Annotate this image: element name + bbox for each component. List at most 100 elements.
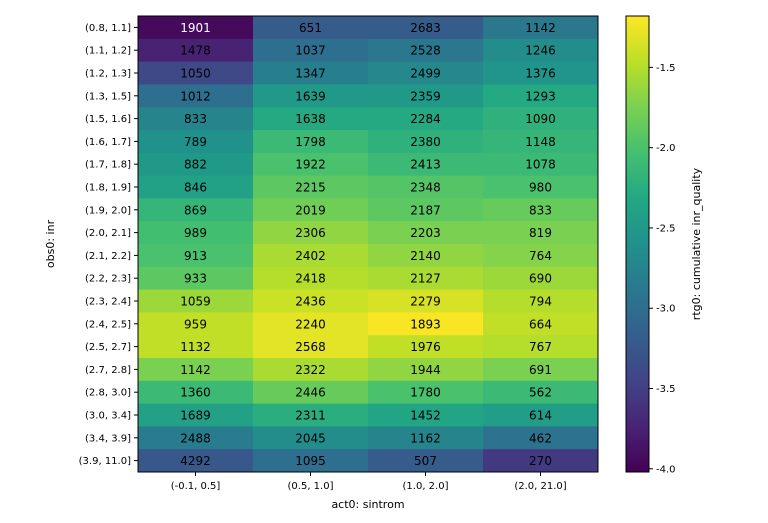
cell-count-label: 2488 bbox=[180, 431, 211, 445]
plot-frame bbox=[137, 15, 599, 473]
cell-count-label: 1798 bbox=[295, 135, 326, 149]
cell-count-label: 2279 bbox=[410, 295, 441, 309]
cell-count-label: 933 bbox=[184, 272, 207, 286]
y-tick-label: (1.3, 1.5] bbox=[85, 91, 131, 102]
cell-count-label: 2446 bbox=[295, 386, 326, 400]
heatmap-cell bbox=[138, 152, 254, 177]
colorbar-ticks: -4.0 -3.5 -3.0 -2.5 -2.0 -1.5 bbox=[649, 63, 676, 475]
cell-count-label: 2436 bbox=[295, 295, 326, 309]
heatmap-cell bbox=[483, 130, 599, 154]
x-tick-label: (1.0, 2.0] bbox=[403, 481, 449, 492]
heatmap-cell bbox=[368, 266, 484, 291]
cell-count-label: 2127 bbox=[410, 272, 441, 286]
y-tick-label: (1.7, 1.8] bbox=[85, 160, 131, 171]
cell-count-label: 1078 bbox=[525, 158, 556, 172]
y-tick-label: (1.6, 1.7] bbox=[85, 137, 131, 148]
heatmap-cell bbox=[368, 38, 484, 63]
x-tick-label: (-0.1, 0.5] bbox=[171, 481, 221, 492]
cell-count-label: 1976 bbox=[410, 340, 441, 354]
cell-count-label: 1944 bbox=[410, 363, 441, 377]
heatmap-cell bbox=[138, 107, 254, 131]
heatmap-cell bbox=[253, 244, 369, 268]
heatmap-cell bbox=[368, 312, 484, 336]
cell-count-label: 1059 bbox=[180, 295, 211, 309]
cell-count-label: 2499 bbox=[410, 67, 441, 81]
cell-count-label: 2240 bbox=[295, 317, 326, 331]
colorbar-tick-label: -3.5 bbox=[656, 384, 676, 395]
x-axis-label: act0: sintrom bbox=[331, 498, 404, 511]
heatmap-cell bbox=[253, 266, 369, 291]
cell-count-label: 1142 bbox=[180, 363, 211, 377]
y-tick-label: (2.7, 2.8] bbox=[85, 365, 131, 376]
colorbar-tick-label: -2.0 bbox=[656, 143, 676, 154]
cell-count-label: 1050 bbox=[180, 67, 211, 81]
cell-count-label: 1012 bbox=[180, 89, 211, 103]
heatmap-cell bbox=[483, 61, 599, 85]
heatmap-cell bbox=[483, 312, 599, 336]
cell-count-label: 1780 bbox=[410, 386, 441, 400]
heatmap-cell bbox=[483, 335, 599, 359]
cell-count-label: 462 bbox=[529, 431, 552, 445]
cell-count-label: 1376 bbox=[525, 67, 556, 81]
cell-count-label: 1037 bbox=[295, 44, 326, 58]
cell-count-label: 764 bbox=[529, 249, 552, 263]
heatmap-cell bbox=[368, 107, 484, 131]
heatmap-cell bbox=[483, 221, 599, 245]
cell-count-label: 1893 bbox=[410, 317, 441, 331]
cell-count-label: 980 bbox=[529, 181, 552, 195]
cell-count-label: 2418 bbox=[295, 272, 326, 286]
cell-count-label: 1246 bbox=[525, 44, 556, 58]
cell-count-label: 2306 bbox=[295, 226, 326, 240]
cell-count-label: 1142 bbox=[525, 21, 556, 35]
cell-count-label: 614 bbox=[529, 409, 552, 423]
colorbar-tick-label: -2.5 bbox=[656, 223, 676, 234]
cell-count-label: 913 bbox=[184, 249, 207, 263]
heatmap-cell bbox=[368, 221, 484, 245]
heatmap-cell bbox=[368, 175, 484, 199]
heatmap-cell bbox=[368, 380, 484, 405]
cell-count-label: 507 bbox=[414, 454, 437, 468]
heatmap-cell bbox=[138, 426, 254, 450]
heatmap-cell bbox=[253, 38, 369, 63]
x-tick-label: (0.5, 1.0] bbox=[288, 481, 334, 492]
y-tick-label: (2.1, 2.2] bbox=[85, 251, 131, 262]
colorbar-tick-label: -3.0 bbox=[656, 304, 676, 315]
cell-count-label: 789 bbox=[184, 135, 207, 149]
y-tick-label: (2.5, 2.7] bbox=[85, 342, 131, 353]
heatmap-cell bbox=[253, 107, 369, 131]
cell-count-label: 2322 bbox=[295, 363, 326, 377]
cell-count-label: 1095 bbox=[295, 454, 326, 468]
y-tick-label: (2.2, 2.3] bbox=[85, 274, 131, 285]
cell-count-label: 2203 bbox=[410, 226, 441, 240]
cell-count-label: 1360 bbox=[180, 386, 211, 400]
cell-count-label: 1090 bbox=[525, 112, 556, 126]
cell-count-label: 2045 bbox=[295, 431, 326, 445]
cell-count-label: 794 bbox=[529, 295, 552, 309]
cell-count-label: 767 bbox=[529, 340, 552, 354]
cell-count-label: 2413 bbox=[410, 158, 441, 172]
y-tick-label: (0.8, 1.1] bbox=[85, 23, 131, 34]
heatmap-cells: 1901 651 2683 1142 1478 1037 2528 1246 1050 1347 2… bbox=[138, 16, 599, 473]
heatmap-cell bbox=[368, 449, 484, 473]
heatmap-cell bbox=[138, 403, 254, 427]
heatmap-cell bbox=[483, 358, 599, 382]
heatmap-cell bbox=[253, 380, 369, 405]
heatmap-cell bbox=[483, 380, 599, 405]
heatmap-cell bbox=[138, 61, 254, 85]
cell-count-label: 2284 bbox=[410, 112, 441, 126]
heatmap-cell bbox=[368, 426, 484, 450]
heatmap-cell bbox=[368, 16, 484, 40]
cell-count-label: 690 bbox=[529, 272, 552, 286]
cell-count-label: 2348 bbox=[410, 181, 441, 195]
y-tick-label: (3.0, 3.4] bbox=[85, 411, 131, 422]
cell-count-label: 2683 bbox=[410, 21, 441, 35]
y-tick-label: (1.8, 1.9] bbox=[85, 183, 131, 194]
heatmap-cell bbox=[138, 380, 254, 405]
y-tick-label: (2.4, 2.5] bbox=[85, 319, 131, 330]
y-tick-label: (2.0, 2.1] bbox=[85, 228, 131, 239]
cell-count-label: 2359 bbox=[410, 89, 441, 103]
cell-count-label: 2187 bbox=[410, 203, 441, 217]
cell-count-label: 2215 bbox=[295, 181, 326, 195]
heatmap-cell bbox=[483, 38, 599, 63]
